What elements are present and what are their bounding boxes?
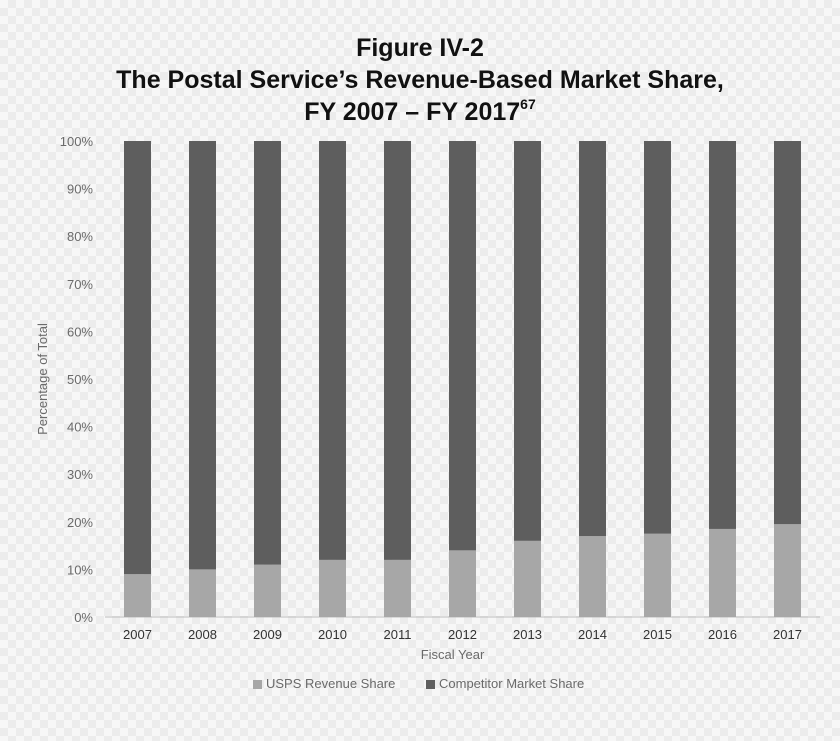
bar-competitor-2016 bbox=[709, 141, 736, 529]
bar-usps-2017 bbox=[774, 524, 801, 617]
x-tick-label: 2007 bbox=[123, 627, 152, 642]
chart-title: The Postal Service’s Revenue-Based Marke… bbox=[116, 66, 724, 94]
chart-subtitle: FY 2007 – FY 201767 bbox=[0, 96, 840, 127]
bar-usps-2016 bbox=[709, 528, 736, 617]
bar-competitor-2007 bbox=[124, 141, 151, 575]
bar-usps-2012 bbox=[449, 550, 476, 617]
x-tick-label: 2009 bbox=[253, 627, 282, 642]
x-tick-label: 2016 bbox=[708, 627, 737, 642]
y-tick-label: 10% bbox=[67, 562, 93, 577]
bar-competitor-2014 bbox=[579, 141, 606, 537]
y-tick-label: 0% bbox=[74, 610, 93, 625]
x-tick-label: 2012 bbox=[448, 627, 477, 642]
footnote-marker: 67 bbox=[520, 96, 536, 112]
legend-swatch-competitor bbox=[426, 680, 435, 689]
legend-label-competitor: Competitor Market Share bbox=[439, 676, 584, 691]
bar-competitor-2017 bbox=[774, 141, 801, 525]
y-tick-label: 80% bbox=[67, 229, 93, 244]
y-tick-label: 90% bbox=[67, 182, 93, 197]
y-tick-label: 50% bbox=[67, 372, 93, 387]
x-tick-label: 2013 bbox=[513, 627, 542, 642]
y-tick-label: 30% bbox=[67, 467, 93, 482]
x-tick-label: 2011 bbox=[384, 627, 412, 642]
bar-usps-2010 bbox=[319, 559, 346, 617]
y-tick-label: 100% bbox=[60, 134, 94, 149]
y-tick-label: 70% bbox=[67, 277, 93, 292]
bar-usps-2011 bbox=[384, 559, 411, 617]
bar-usps-2008 bbox=[189, 569, 216, 617]
y-tick-label: 20% bbox=[67, 515, 93, 530]
bar-usps-2013 bbox=[514, 540, 541, 617]
legend-swatch-usps bbox=[253, 680, 262, 689]
x-tick-label: 2014 bbox=[578, 627, 607, 642]
y-tick-label: 60% bbox=[67, 324, 93, 339]
chart-subtitle-text: FY 2007 – FY 2017 bbox=[304, 98, 521, 126]
legend-label-usps: USPS Revenue Share bbox=[266, 676, 395, 691]
bar-competitor-2012 bbox=[449, 141, 476, 551]
bar-competitor-2010 bbox=[319, 141, 346, 560]
bar-competitor-2008 bbox=[189, 141, 216, 570]
bar-competitor-2011 bbox=[384, 141, 411, 560]
x-tick-label: 2010 bbox=[318, 627, 347, 642]
x-tick-label: 2008 bbox=[188, 627, 217, 642]
y-tick-label: 40% bbox=[67, 420, 93, 435]
bar-usps-2015 bbox=[644, 533, 671, 617]
x-tick-label: 2015 bbox=[643, 627, 672, 642]
x-tick-label: 2017 bbox=[773, 627, 802, 642]
figure-number: Figure IV-2 bbox=[356, 34, 484, 62]
x-axis-label: Fiscal Year bbox=[421, 647, 485, 662]
y-axis-label: Percentage of Total bbox=[35, 323, 50, 435]
bar-usps-2014 bbox=[579, 536, 606, 617]
bar-usps-2009 bbox=[254, 564, 281, 617]
bar-usps-2007 bbox=[124, 574, 151, 617]
bar-competitor-2015 bbox=[644, 141, 671, 534]
bar-competitor-2013 bbox=[514, 141, 541, 541]
bar-competitor-2009 bbox=[254, 141, 281, 565]
